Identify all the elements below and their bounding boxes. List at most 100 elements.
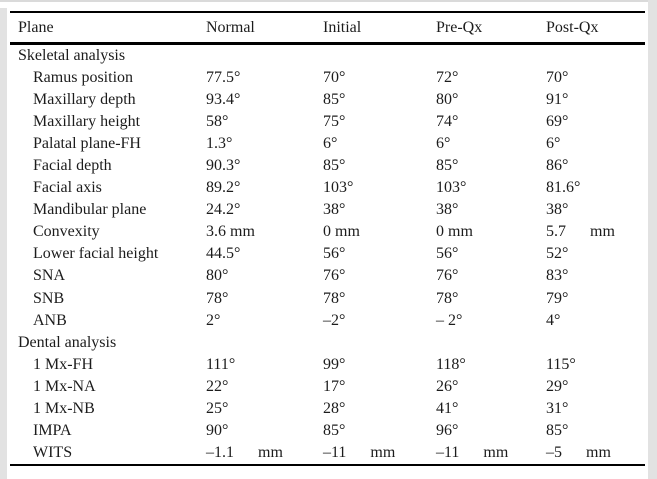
pre-qx-value-cell: –11 mm bbox=[436, 443, 509, 461]
pre-qx-value-cell: 72° bbox=[436, 69, 459, 87]
post-qx-value-cell: 31° bbox=[546, 399, 569, 417]
plane-cell: Facial axis bbox=[33, 179, 102, 197]
pre-qx-value-cell: 0 mm bbox=[436, 223, 473, 241]
post-qx-value-cell: 86° bbox=[546, 157, 569, 175]
plane-cell: Lower facial height bbox=[33, 245, 159, 263]
initial-value-cell: 75° bbox=[323, 113, 346, 131]
pre-qx-value-cell: 78° bbox=[436, 289, 459, 307]
initial-value-cell: –2° bbox=[323, 311, 346, 329]
post-qx-value-cell: 6° bbox=[546, 135, 561, 153]
table-row: Maxillary height 58° 75° 74° 69° bbox=[10, 111, 645, 133]
table-row: Mandibular plane 24.2° 38° 38° 38° bbox=[10, 199, 645, 221]
pre-qx-value-cell: 56° bbox=[436, 245, 459, 263]
table-row: IMPA 90° 85° 96° 85° bbox=[10, 420, 645, 442]
normal-value-cell: 22° bbox=[206, 377, 229, 395]
plane-cell: 1 Mx-NA bbox=[33, 377, 96, 395]
initial-value-cell: 103° bbox=[323, 179, 354, 197]
table-row: 1 Mx-NB 25° 28° 41° 31° bbox=[10, 398, 645, 420]
initial-value-cell: 78° bbox=[323, 289, 346, 307]
plane-cell: ANB bbox=[33, 311, 67, 329]
initial-value-cell: 99° bbox=[323, 355, 346, 373]
plane-cell: SNA bbox=[33, 267, 66, 285]
post-qx-value-cell: 4° bbox=[546, 311, 561, 329]
normal-value-cell: 77.5° bbox=[206, 69, 241, 87]
column-header-initial: Initial bbox=[323, 18, 362, 36]
plane-cell: Convexity bbox=[33, 223, 100, 241]
cephalometric-analysis-table: Plane Normal Initial Pre-Qx Post-Qx Skel… bbox=[10, 0, 645, 479]
post-qx-value-cell: 79° bbox=[546, 289, 569, 307]
post-qx-value-cell: 70° bbox=[546, 69, 569, 87]
plane-cell: Mandibular plane bbox=[33, 201, 147, 219]
table-row: Ramus position 77.5° 70° 72° 70° bbox=[10, 67, 645, 89]
post-qx-value-cell: 69° bbox=[546, 113, 569, 131]
table-row: Maxillary depth 93.4° 85° 80° 91° bbox=[10, 89, 645, 111]
pre-qx-value-cell: 74° bbox=[436, 113, 459, 131]
page-edge-shadow-top bbox=[0, 0, 649, 2]
page-edge-shadow-left bbox=[0, 8, 7, 479]
initial-value-cell: 70° bbox=[323, 69, 346, 87]
normal-value-cell: 90° bbox=[206, 421, 229, 439]
normal-value-cell: 89.2° bbox=[206, 179, 241, 197]
table-row: 1 Mx-NA 22° 17° 26° 29° bbox=[10, 376, 645, 398]
table-header-rule bbox=[10, 42, 645, 45]
normal-value-cell: 24.2° bbox=[206, 201, 241, 219]
plane-cell: Ramus position bbox=[33, 69, 134, 87]
pre-qx-value-cell: 103° bbox=[436, 179, 467, 197]
column-header-pre-qx: Pre-Qx bbox=[436, 18, 483, 36]
pre-qx-value-cell: 26° bbox=[436, 377, 459, 395]
table-row: SNB 78° 78° 78° 79° bbox=[10, 288, 645, 310]
plane-cell: Maxillary height bbox=[33, 113, 141, 131]
normal-value-cell: 2° bbox=[206, 311, 221, 329]
table-row: 1 Mx-FH 111° 99° 118° 115° bbox=[10, 354, 645, 376]
pre-qx-value-cell: 76° bbox=[436, 267, 459, 285]
post-qx-value-cell: 115° bbox=[546, 355, 576, 373]
initial-value-cell: 6° bbox=[323, 135, 338, 153]
initial-value-cell: 17° bbox=[323, 377, 346, 395]
pre-qx-value-cell: 96° bbox=[436, 421, 459, 439]
normal-value-cell: 58° bbox=[206, 113, 229, 131]
table-row: ANB 2° –2° – 2° 4° bbox=[10, 310, 645, 332]
post-qx-value-cell: 29° bbox=[546, 377, 569, 395]
plane-cell: IMPA bbox=[33, 421, 72, 439]
table-row: Lower facial height 44.5° 56° 56° 52° bbox=[10, 243, 645, 265]
post-qx-value-cell: 38° bbox=[546, 201, 569, 219]
pre-qx-value-cell: 41° bbox=[436, 399, 459, 417]
initial-value-cell: 56° bbox=[323, 245, 346, 263]
pre-qx-value-cell: 118° bbox=[436, 355, 466, 373]
section-label: Dental analysis bbox=[18, 333, 117, 351]
initial-value-cell: –11 mm bbox=[323, 443, 396, 461]
normal-value-cell: 90.3° bbox=[206, 157, 241, 175]
post-qx-value-cell: –5 mm bbox=[546, 443, 611, 461]
initial-value-cell: 28° bbox=[323, 399, 346, 417]
plane-cell: 1 Mx-NB bbox=[33, 399, 95, 417]
table-row: Facial axis 89.2° 103° 103° 81.6° bbox=[10, 177, 645, 199]
pre-qx-value-cell: 38° bbox=[436, 201, 459, 219]
pre-qx-value-cell: 80° bbox=[436, 91, 459, 109]
post-qx-value-cell: 52° bbox=[546, 245, 569, 263]
normal-value-cell: 93.4° bbox=[206, 91, 241, 109]
plane-cell: Maxillary depth bbox=[33, 91, 136, 109]
normal-value-cell: 111° bbox=[206, 355, 236, 373]
normal-value-cell: 3.6 mm bbox=[206, 223, 255, 241]
table-row: Convexity 3.6 mm 0 mm 0 mm 5.7 mm bbox=[10, 221, 645, 243]
pre-qx-value-cell: 6° bbox=[436, 135, 451, 153]
initial-value-cell: 85° bbox=[323, 91, 346, 109]
page-edge-shadow-right bbox=[648, 0, 657, 479]
table-row: Facial depth 90.3° 85° 85° 86° bbox=[10, 155, 645, 177]
table-row: Palatal plane-FH 1.3° 6° 6° 6° bbox=[10, 133, 645, 155]
pre-qx-value-cell: – 2° bbox=[436, 311, 463, 329]
post-qx-value-cell: 83° bbox=[546, 267, 569, 285]
post-qx-value-cell: 91° bbox=[546, 91, 569, 109]
initial-value-cell: 0 mm bbox=[323, 223, 360, 241]
table-top-rule bbox=[10, 11, 645, 13]
plane-cell: WITS bbox=[33, 443, 73, 461]
normal-value-cell: 44.5° bbox=[206, 245, 241, 263]
post-qx-value-cell: 5.7 mm bbox=[546, 223, 615, 241]
column-header-post-qx: Post-Qx bbox=[546, 18, 599, 36]
normal-value-cell: 78° bbox=[206, 289, 229, 307]
section-header-row: Skeletal analysis bbox=[10, 45, 645, 67]
normal-value-cell: 25° bbox=[206, 399, 229, 417]
plane-cell: Facial depth bbox=[33, 157, 112, 175]
table-body: Skeletal analysis Ramus position 77.5° 7… bbox=[10, 45, 645, 464]
